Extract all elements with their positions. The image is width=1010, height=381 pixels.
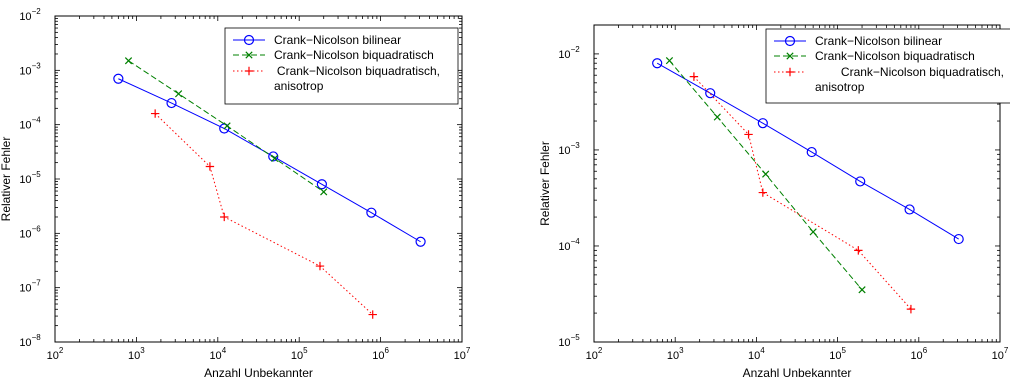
data-point [271, 154, 279, 162]
y-tick-label: 10−4 [19, 116, 41, 132]
x-axis-label: Anzahl Unbekannter [204, 366, 313, 380]
data-point [316, 179, 327, 190]
legend-label: Crank−Nicolson biquadratisch [815, 49, 975, 63]
data-point [174, 90, 183, 98]
y-tick-label: 10−6 [19, 224, 41, 240]
legend-box [765, 28, 1010, 104]
data-point [415, 236, 426, 247]
series-biquadratisch [665, 57, 866, 294]
data-point [953, 233, 964, 245]
data-point [855, 176, 866, 187]
data-point [368, 310, 377, 319]
data-point [320, 188, 328, 196]
y-tick-label: 10−2 [19, 7, 41, 23]
y-tick-label: 10−5 [558, 333, 580, 349]
data-point [689, 72, 699, 81]
data-point [858, 286, 866, 294]
data-point [713, 113, 721, 121]
data-point [904, 204, 915, 215]
x-tick-label: 107 [992, 346, 1009, 362]
x-axis: 102 103 104 105 106 107 [47, 16, 471, 362]
legend-box [224, 27, 459, 105]
y-axis-label: Relativer Fehler [0, 137, 13, 222]
data-point [366, 207, 377, 218]
series-anisotrop [689, 72, 916, 314]
x-tick-label: 105 [829, 346, 846, 362]
y-tick-label: 10−7 [19, 279, 41, 295]
data-point [166, 97, 177, 109]
legend-label: Crank−Nicolson bilinear [815, 34, 942, 48]
y-axis: 10−5 10−4 10−3 10−2 [558, 24, 1000, 349]
data-point [113, 73, 124, 84]
legend-marker [785, 67, 795, 77]
legend-label: anisotrop [274, 79, 324, 93]
y-axis-label: Relativer Fehler [538, 141, 552, 226]
data-point [124, 57, 133, 65]
data-point [223, 122, 231, 130]
data-point [854, 246, 863, 255]
series-anisotrop [150, 109, 377, 319]
x-axis: 102 103 104 105 106 107 [586, 25, 1009, 362]
data-point [205, 162, 215, 171]
data-point [762, 170, 770, 178]
data-point [220, 212, 229, 222]
x-tick-label: 103 [667, 346, 684, 362]
legend-label: Crank−Nicolson bilinear [274, 33, 401, 47]
x-tick-label: 106 [372, 346, 389, 362]
data-point [705, 88, 716, 99]
data-point [150, 109, 160, 118]
legend-marker [244, 66, 254, 76]
x-tick-label: 107 [454, 346, 471, 362]
data-point [809, 228, 817, 236]
chart-2: 102 103 104 105 106 107 10−5 10−4 10−3 10−2 Anzahl… [538, 24, 1010, 380]
x-axis-label: Anzahl Unbekannter [743, 366, 852, 380]
x-tick-label: 104 [748, 346, 765, 362]
y-tick-label: 10−3 [19, 61, 41, 77]
x-tick-label: 103 [128, 346, 145, 362]
legend-marker [245, 51, 253, 59]
x-tick-label: 105 [291, 346, 308, 362]
legend-marker [786, 52, 794, 60]
legend-label: anisotrop [815, 80, 865, 94]
data-point [315, 261, 325, 271]
legend-label: Crank−Nicolson biquadratisch [274, 48, 434, 62]
data-point [744, 130, 753, 139]
x-tick-label: 104 [209, 346, 226, 362]
y-tick-label: 10−8 [19, 333, 41, 349]
data-point [806, 146, 817, 158]
data-point [906, 304, 916, 314]
data-point [268, 151, 279, 162]
legend-marker [243, 34, 255, 46]
y-tick-label: 10−5 [19, 170, 41, 186]
x-tick-label: 102 [586, 346, 603, 362]
legend-label: Crank−Nicolson biquadratisch, [277, 64, 440, 78]
y-tick-label: 10−3 [558, 141, 580, 157]
data-point [757, 118, 768, 129]
series-bilinear [652, 58, 964, 245]
legend-marker [784, 35, 796, 47]
x-tick-label: 102 [47, 346, 64, 362]
legend-label: Crank−Nicolson biquadratisch, [841, 65, 1004, 79]
y-axis: 10−8 10−7 10−6 10−5 10−4 10−3 10−2 [19, 7, 462, 349]
chart-1: 102 103 104 105 106 10710−810−710−610−510−410… [0, 7, 471, 380]
series-line [656, 62, 959, 240]
data-point [219, 123, 230, 134]
series-line [693, 76, 912, 310]
y-tick-label: 10−4 [558, 237, 580, 253]
data-point [652, 58, 663, 69]
data-point [665, 57, 674, 65]
series-biquadratisch [124, 57, 328, 196]
data-point [758, 188, 768, 197]
x-tick-label: 106 [910, 346, 927, 362]
y-tick-label: 10−2 [558, 45, 580, 61]
